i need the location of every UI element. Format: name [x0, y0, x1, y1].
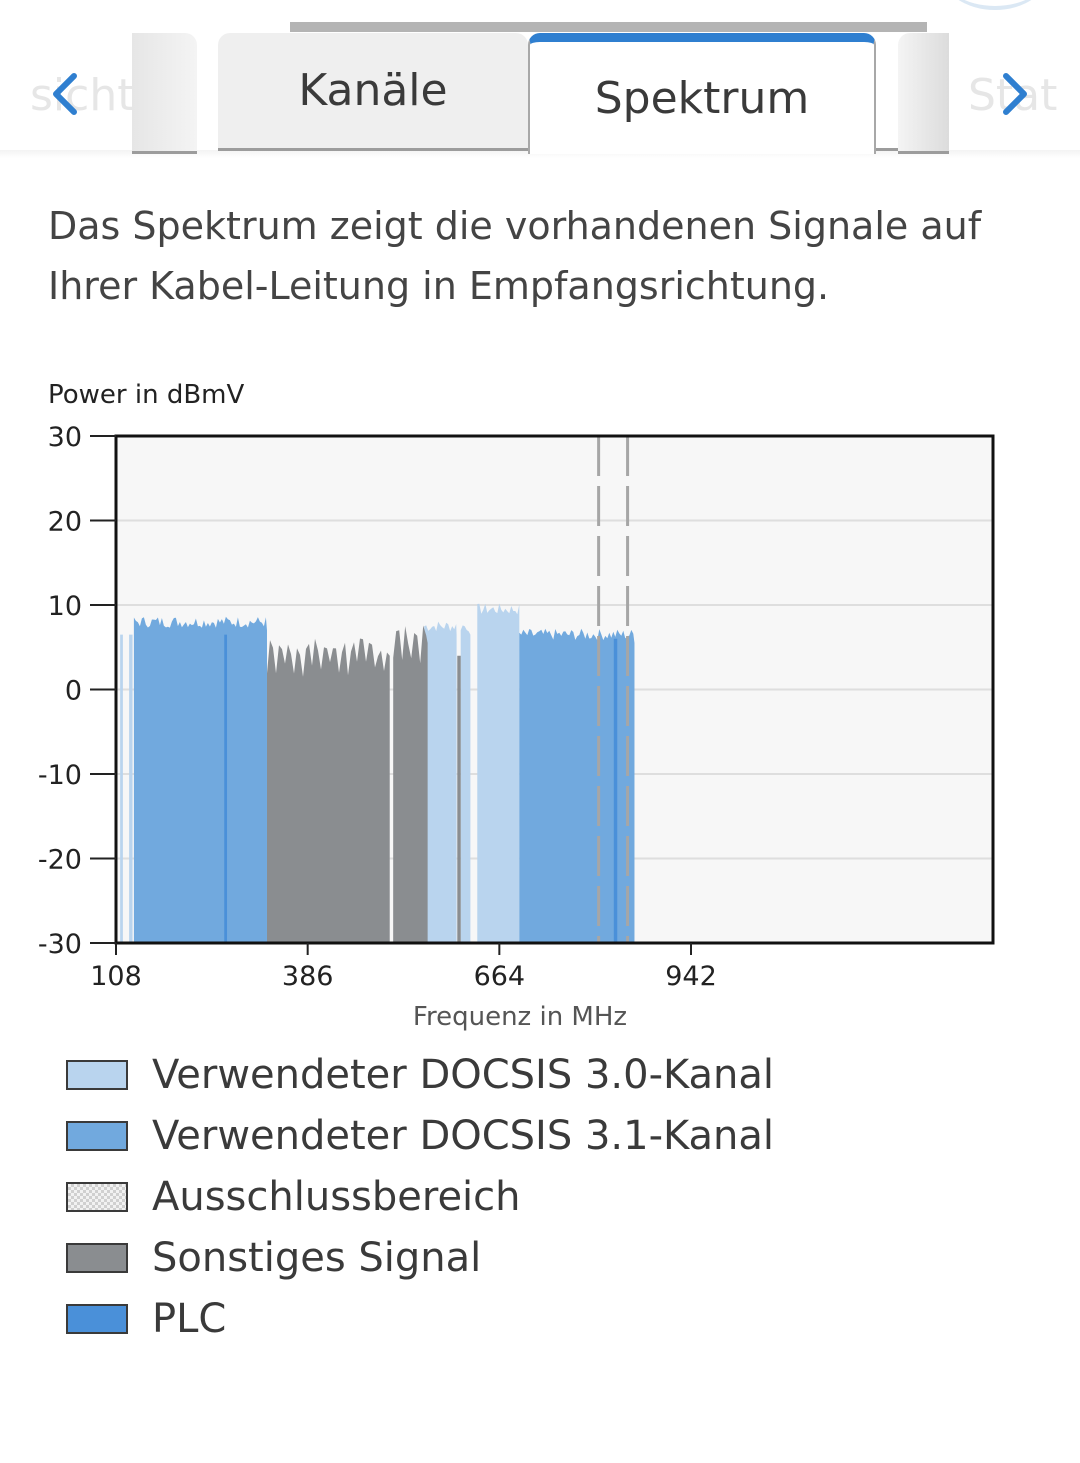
tab-partial-left[interactable]: sicht	[30, 70, 135, 121]
x-tick-label-1: 386	[282, 961, 334, 992]
legend-swatch-docsis30	[66, 1059, 128, 1090]
tab-scroll-indicator	[290, 22, 927, 32]
y-tick-label-1: 20	[48, 507, 82, 538]
legend-label-plc: PLC	[152, 1295, 227, 1342]
legend-item-docsis30: Verwendeter DOCSIS 3.0-Kanal	[66, 1044, 774, 1105]
x-tick-label-2: 664	[474, 961, 526, 992]
y-tick-label-3: 0	[65, 676, 82, 707]
chevron-right-icon[interactable]	[994, 72, 1038, 116]
tab-bar: sicht Kanäle Spektrum Stat	[0, 0, 1080, 160]
tab-bar-divider	[0, 150, 1080, 158]
tab-underline	[876, 148, 898, 151]
series-docsis30-segment-2	[424, 621, 457, 943]
tab-channels-label: Kanäle	[298, 65, 448, 116]
legend-label-other: Sonstiges Signal	[152, 1234, 482, 1281]
series-plc-segment-1	[613, 638, 618, 943]
y-tick-label-6: -30	[38, 929, 82, 960]
y-tick-label-2: 10	[48, 591, 82, 622]
decorative-arc	[940, 0, 1050, 10]
series-other-segment-2	[457, 655, 461, 943]
legend-swatch-other	[66, 1242, 128, 1273]
legend-swatch-docsis31	[66, 1120, 128, 1151]
legend-item-plc: PLC	[66, 1288, 774, 1349]
series-plc-segment-0	[224, 634, 228, 943]
y-tick-label-5: -20	[38, 845, 82, 876]
chevron-left-icon[interactable]	[44, 72, 88, 116]
spectrum-description: Das Spektrum zeigt die vorhandenen Signa…	[48, 204, 982, 308]
y-tick-label-4: -10	[38, 760, 82, 791]
legend-swatch-exclusion	[66, 1181, 128, 1212]
legend-item-other: Sonstiges Signal	[66, 1227, 774, 1288]
legend-item-exclusion: Ausschlussbereich	[66, 1166, 774, 1227]
chart-x-axis-title: Frequenz in MHz	[412, 1002, 628, 1032]
y-tick-label-0: 30	[48, 422, 82, 453]
chart-legend: Verwendeter DOCSIS 3.0-Kanal Verwendeter…	[66, 1044, 774, 1349]
series-docsis31-segment-0	[133, 616, 267, 943]
tab-spectrum[interactable]: Spektrum	[528, 33, 876, 154]
legend-label-docsis31: Verwendeter DOCSIS 3.1-Kanal	[152, 1112, 775, 1159]
x-tick-label-3: 942	[665, 961, 717, 992]
series-docsis30-segment-4	[477, 603, 520, 943]
spectrum-chart: 30 20 10 0 -10 -20 -30 108 386 664 942	[38, 422, 995, 992]
legend-label-exclusion: Ausschlussbereich	[152, 1173, 521, 1220]
legend-label-docsis30: Verwendeter DOCSIS 3.0-Kanal	[152, 1051, 775, 1098]
tab-fade-right	[898, 33, 949, 154]
legend-item-docsis31: Verwendeter DOCSIS 3.1-Kanal	[66, 1105, 774, 1166]
x-tick-label-0: 108	[90, 961, 142, 992]
series-other-segment-1	[393, 625, 428, 943]
chart-y-axis-title: Power in dBmV	[48, 380, 245, 410]
series-docsis30-segment-0	[120, 634, 123, 943]
legend-swatch-plc	[66, 1303, 128, 1334]
series-docsis30-segment-1	[129, 634, 133, 943]
series-docsis31-segment-1	[519, 628, 635, 943]
tab-fade-left	[132, 33, 197, 154]
tab-channels[interactable]: Kanäle	[218, 33, 528, 151]
series-docsis30-segment-3	[460, 625, 471, 943]
tab-spectrum-label: Spektrum	[594, 72, 810, 124]
series-other-segment-0	[266, 638, 390, 943]
